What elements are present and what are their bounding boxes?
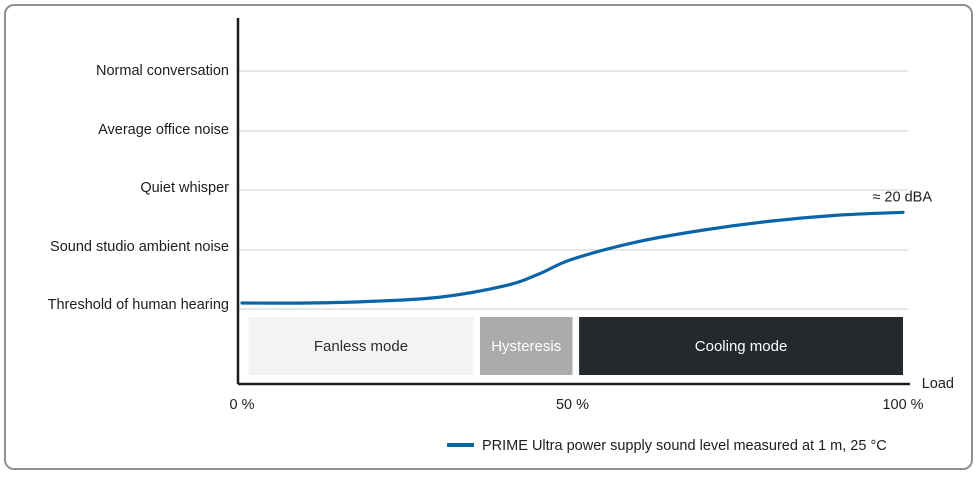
- x-tick-label: 0 %: [230, 397, 255, 413]
- y-category-label: Average office noise: [98, 122, 229, 138]
- mode-bands: Fanless mode Hysteresis Cooling mode: [248, 317, 903, 375]
- x-tick-label: 50 %: [556, 397, 589, 413]
- annotation-label: ≈ 20 dBA: [872, 189, 932, 205]
- y-category-label: Threshold of human hearing: [48, 297, 229, 313]
- x-tick-label: 100 %: [882, 397, 923, 413]
- y-category-label: Sound studio ambient noise: [50, 239, 229, 255]
- y-category-labels: Threshold of human hearing Sound studio a…: [48, 63, 230, 313]
- mode-band: [579, 317, 903, 375]
- mode-label: Fanless mode: [314, 338, 408, 355]
- chart-frame: [4, 4, 973, 470]
- series-lines: [240, 210, 905, 305]
- mode-label: Cooling mode: [695, 338, 788, 355]
- y-category-label: Normal conversation: [96, 63, 229, 79]
- x-tick-labels: 0 % 50 % 100 %: [230, 397, 924, 413]
- mode-band: [479, 317, 573, 375]
- mode-label: Hysteresis: [491, 338, 561, 355]
- legend: PRIME Ultra power supply sound level mea…: [447, 438, 887, 454]
- mode-band: [248, 317, 474, 375]
- x-axis-title: Load: [922, 376, 954, 392]
- legend-label: PRIME Ultra power supply sound level mea…: [482, 438, 887, 454]
- y-category-label: Quiet whisper: [140, 180, 229, 196]
- series-line: [240, 210, 905, 305]
- annotations: ≈ 20 dBA: [872, 189, 932, 205]
- grid-lines: [238, 70, 908, 310]
- axes: [236, 18, 910, 386]
